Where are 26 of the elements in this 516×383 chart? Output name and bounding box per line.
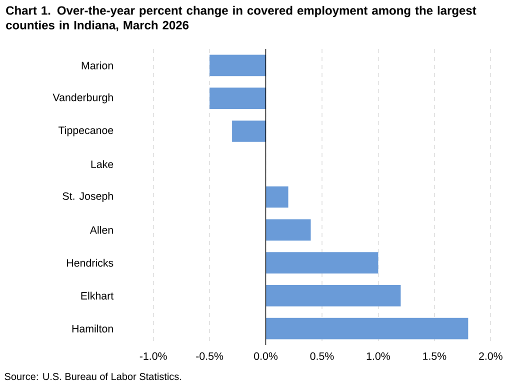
- bar: [266, 285, 401, 306]
- x-tick-label: 0.5%: [310, 352, 334, 360]
- bar: [266, 186, 288, 208]
- y-tick-label: Vanderburgh: [52, 93, 113, 104]
- chart-title: Chart 1. Over-the-year percent change in covered employment among the largest counties in Indiana, March 2026: [6, 6, 476, 32]
- bar: [210, 88, 266, 110]
- y-tick-label: Lake: [91, 160, 114, 168]
- x-tick-label: -0.5%: [196, 352, 224, 360]
- y-tick-label: Elkhart: [81, 292, 114, 300]
- y-tick-label: Hendricks: [67, 258, 114, 267]
- y-tick-label: St. Joseph: [62, 192, 113, 202]
- bar: [266, 252, 378, 274]
- bar: [210, 54, 266, 76]
- x-tick-label: 0.0%: [254, 352, 278, 360]
- x-tick-label: -1.0%: [140, 352, 167, 360]
- y-tick-label: Hamilton: [72, 324, 113, 332]
- bar: [266, 219, 311, 241]
- y-tick-label: Tippecanoe: [58, 126, 114, 136]
- bar: [232, 120, 266, 142]
- y-tick-label: Allen: [90, 226, 113, 234]
- source-note: Source: U.S. Bureau of Labor Statistics.: [4, 372, 182, 380]
- x-tick-label: 2.0%: [479, 352, 502, 360]
- y-tick-label: Marion: [82, 62, 113, 70]
- x-tick-label: 1.0%: [366, 352, 390, 360]
- x-tick-label: 1.5%: [423, 352, 446, 360]
- bar: [266, 318, 468, 340]
